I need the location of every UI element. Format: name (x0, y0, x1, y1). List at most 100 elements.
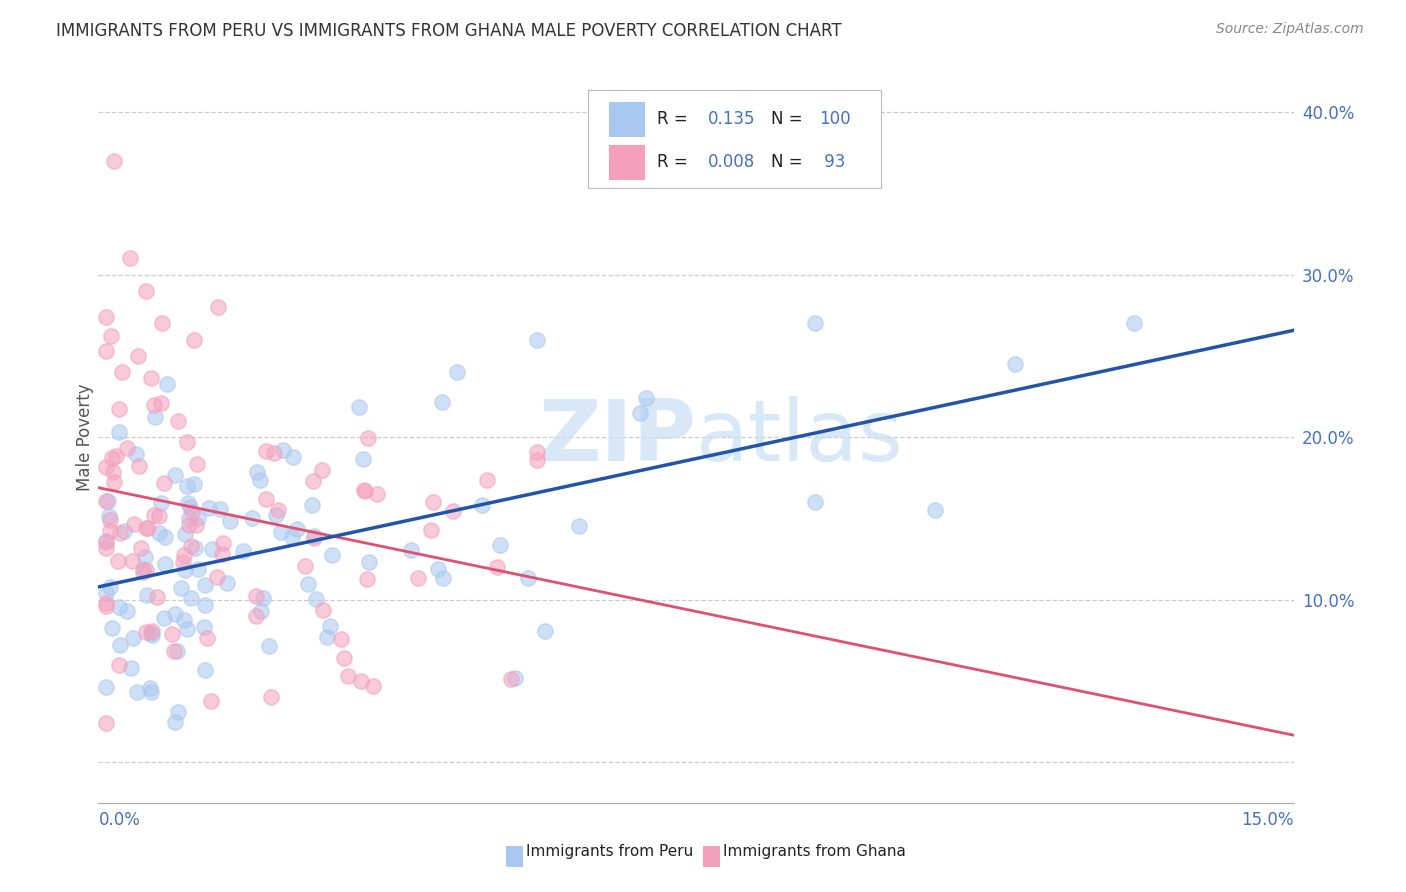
Point (152, 475, 174, 490)
Point (101, 621, 124, 635)
Point (149, 395, 172, 409)
Point (108, 599, 131, 614)
Point (503, 671, 526, 685)
Point (120, 661, 142, 675)
Point (252, 591, 274, 605)
Point (166, 644, 188, 658)
Text: N =: N = (772, 153, 808, 171)
Point (149, 496, 172, 510)
Point (122, 517, 145, 532)
Point (180, 591, 202, 605)
Point (357, 431, 380, 445)
Point (96, 534, 118, 549)
Point (321, 548, 343, 562)
Point (143, 409, 166, 424)
Point (432, 394, 454, 409)
Point (501, 672, 523, 686)
Point (281, 530, 304, 544)
Point (350, 674, 373, 689)
Point (179, 500, 201, 515)
Point (155, 557, 177, 571)
Point (108, 525, 131, 540)
Point (568, 519, 591, 533)
Point (804, 316, 827, 330)
Point (138, 681, 160, 695)
Point (254, 491, 277, 506)
Point (186, 457, 208, 471)
Point (173, 613, 195, 627)
Point (177, 518, 200, 533)
Point (153, 530, 176, 544)
Point (141, 624, 163, 638)
Text: IMMIGRANTS FROM PERU VS IMMIGRANTS FROM GHANA MALE POVERTY CORRELATION CHART: IMMIGRANTS FROM PERU VS IMMIGRANTS FROM … (56, 22, 842, 40)
Point (165, 468, 187, 483)
Point (112, 524, 135, 538)
Point (628, 406, 651, 420)
Point (207, 300, 229, 314)
Point (318, 619, 340, 633)
Point (232, 544, 254, 558)
Point (125, 446, 148, 460)
Point (366, 487, 388, 501)
Point (96, 596, 118, 610)
Point (184, 518, 207, 533)
Point (401, 543, 423, 558)
Point (245, 609, 267, 624)
Point (422, 495, 444, 509)
Point (301, 498, 323, 512)
Point (96, 493, 118, 508)
Point (361, 679, 384, 693)
Point (287, 522, 309, 536)
Point (108, 401, 131, 416)
Point (315, 630, 337, 644)
Point (96, 310, 118, 325)
Text: 0.008: 0.008 (709, 153, 755, 171)
Point (121, 554, 143, 568)
Point (406, 571, 429, 585)
Point (250, 604, 273, 618)
Point (312, 603, 335, 617)
Point (141, 685, 163, 699)
Point (101, 465, 124, 479)
Point (302, 474, 325, 488)
Point (173, 526, 195, 541)
Text: Immigrants from Ghana: Immigrants from Ghana (723, 845, 905, 859)
Point (427, 562, 450, 576)
Point (259, 640, 281, 654)
Point (533, 624, 555, 638)
Point (526, 453, 548, 467)
Point (134, 550, 156, 565)
Point (187, 511, 209, 525)
Point (634, 391, 657, 405)
Point (193, 663, 215, 677)
Point (441, 504, 464, 518)
Point (219, 514, 242, 528)
Point (246, 465, 269, 479)
Point (924, 503, 946, 517)
Point (193, 620, 215, 634)
Point (211, 536, 233, 550)
Point (141, 370, 163, 384)
Text: 0.0%: 0.0% (98, 811, 141, 829)
Point (107, 425, 129, 439)
Point (107, 553, 129, 567)
Point (98, 513, 121, 527)
Point (135, 284, 157, 298)
Point (176, 495, 198, 509)
Point (96, 599, 118, 613)
Text: 0.135: 0.135 (709, 110, 755, 128)
Point (167, 414, 190, 428)
Point (804, 495, 827, 509)
Point (176, 434, 198, 449)
Point (1004, 357, 1026, 371)
Point (294, 559, 316, 574)
Point (100, 329, 122, 343)
Y-axis label: Male Poverty: Male Poverty (76, 384, 94, 491)
Point (526, 333, 548, 347)
FancyBboxPatch shape (589, 90, 882, 188)
Point (96, 344, 118, 359)
Point (152, 611, 174, 625)
Point (205, 570, 228, 584)
Point (111, 365, 134, 379)
Point (271, 443, 294, 458)
